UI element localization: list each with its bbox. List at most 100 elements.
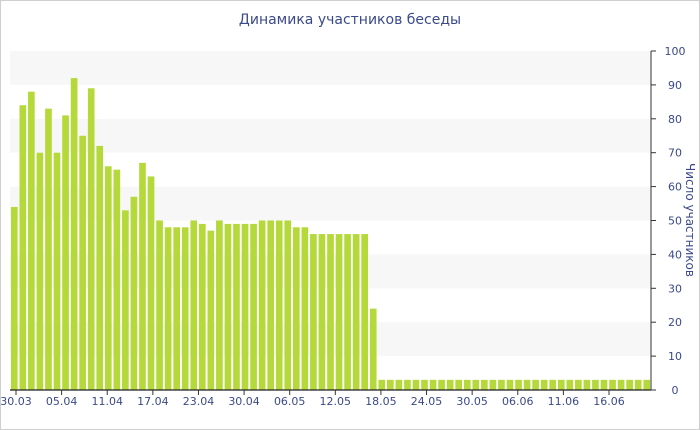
- bar: [70, 78, 78, 391]
- bar: [79, 135, 86, 390]
- x-tick-label: 16.06: [593, 395, 625, 408]
- bar: [643, 379, 651, 390]
- bar: [258, 220, 266, 390]
- bar: [634, 379, 642, 390]
- x-tick-label: 06.06: [502, 395, 534, 408]
- bar: [28, 91, 35, 391]
- bar: [481, 379, 488, 390]
- plot-band: [10, 118, 651, 153]
- bar: [472, 379, 480, 390]
- bar: [352, 234, 360, 390]
- bar: [301, 227, 309, 390]
- bar: [617, 379, 625, 390]
- bar: [241, 223, 249, 390]
- x-tick-label: 30.05: [456, 395, 488, 408]
- bar: [267, 220, 275, 390]
- y-tick-label: 0: [672, 384, 679, 397]
- bar: [609, 379, 616, 390]
- bar: [557, 379, 565, 390]
- bar: [463, 379, 471, 390]
- bar: [489, 379, 497, 390]
- bar: [318, 234, 326, 390]
- bar: [404, 379, 411, 390]
- bar: [600, 379, 608, 390]
- bar: [156, 220, 163, 390]
- bar: [198, 223, 206, 390]
- bar: [335, 234, 343, 390]
- plot-band: [10, 51, 651, 85]
- bar: [19, 105, 27, 391]
- bar: [566, 379, 574, 390]
- bar: [395, 379, 403, 390]
- bar: [87, 88, 95, 390]
- x-tick-label: 06.05: [274, 395, 306, 408]
- bar: [147, 176, 155, 390]
- bar: [540, 379, 548, 390]
- bar: [122, 210, 129, 390]
- bar: [344, 234, 351, 390]
- y-tick-label: 40: [668, 248, 682, 261]
- bar: [53, 152, 61, 390]
- bar: [446, 379, 454, 390]
- x-tick-label: 30.03: [0, 395, 32, 408]
- bar: [327, 234, 334, 390]
- bar: [113, 169, 121, 390]
- bar: [233, 223, 240, 390]
- bar: [284, 220, 292, 390]
- y-tick-label: 100: [665, 45, 686, 58]
- bar: [429, 379, 437, 390]
- x-tick-label: 17.04: [137, 395, 169, 408]
- y-tick-label: 10: [668, 350, 682, 363]
- bar: [532, 379, 539, 390]
- bar: [96, 145, 104, 390]
- bar: [575, 379, 582, 390]
- bar: [250, 223, 257, 390]
- bar: [224, 223, 232, 390]
- y-tick-label: 50: [668, 215, 682, 228]
- bar: [275, 220, 283, 390]
- x-tick-label: 12.05: [320, 395, 352, 408]
- x-tick-label: 11.06: [548, 395, 580, 408]
- x-tick-label: 05.04: [46, 395, 78, 408]
- bar: [181, 227, 189, 390]
- y-tick-label: 30: [668, 282, 682, 295]
- bar: [139, 162, 146, 390]
- y-tick-label: 80: [668, 113, 682, 126]
- bar: [583, 379, 591, 390]
- bar: [10, 206, 18, 390]
- x-tick-label: 11.04: [91, 395, 123, 408]
- bar: [523, 379, 531, 390]
- y-tick-label: 60: [668, 181, 682, 194]
- bar: [412, 379, 420, 390]
- bar: [378, 379, 386, 390]
- y-tick-label: 90: [668, 79, 682, 92]
- x-tick-label: 24.05: [411, 395, 443, 408]
- bar: [292, 227, 300, 390]
- x-tick-label: 23.04: [183, 395, 215, 408]
- x-tick-label: 18.05: [365, 395, 397, 408]
- bar: [515, 379, 522, 390]
- x-tick-label: 30.04: [228, 395, 260, 408]
- bar: [592, 379, 599, 390]
- bar: [45, 108, 52, 390]
- bar: [386, 379, 394, 390]
- y-tick-label: 70: [668, 147, 682, 160]
- bar: [216, 220, 223, 390]
- bar: [173, 227, 180, 390]
- bar: [36, 152, 44, 390]
- bar: [164, 227, 172, 390]
- bar: [498, 379, 505, 390]
- bar: [549, 379, 557, 390]
- chart-title: Динамика участников беседы: [238, 12, 462, 28]
- bar: [421, 379, 428, 390]
- bar: [104, 166, 112, 390]
- bar: [455, 379, 463, 390]
- bar: [369, 308, 377, 390]
- bar: [626, 379, 633, 390]
- bar: [190, 220, 198, 390]
- y-tick-label: 20: [668, 316, 682, 329]
- bar: [207, 230, 215, 390]
- bar: [310, 234, 317, 390]
- bar: [438, 379, 445, 390]
